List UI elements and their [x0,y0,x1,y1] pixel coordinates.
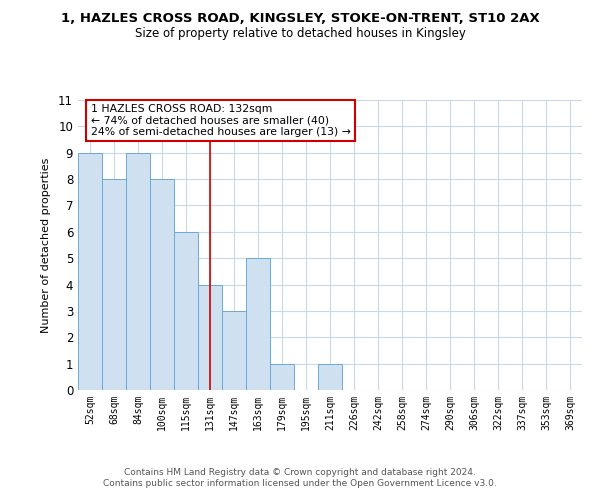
Text: 1, HAZLES CROSS ROAD, KINGSLEY, STOKE-ON-TRENT, ST10 2AX: 1, HAZLES CROSS ROAD, KINGSLEY, STOKE-ON… [61,12,539,26]
Y-axis label: Number of detached properties: Number of detached properties [41,158,51,332]
Bar [174,232,198,390]
Bar [78,152,102,390]
Bar [102,179,126,390]
Bar [150,179,174,390]
Bar [246,258,270,390]
Bar [270,364,294,390]
Bar [222,311,246,390]
Text: Contains HM Land Registry data © Crown copyright and database right 2024.
Contai: Contains HM Land Registry data © Crown c… [103,468,497,487]
Bar [198,284,222,390]
Text: Size of property relative to detached houses in Kingsley: Size of property relative to detached ho… [134,28,466,40]
Text: 1 HAZLES CROSS ROAD: 132sqm
← 74% of detached houses are smaller (40)
24% of sem: 1 HAZLES CROSS ROAD: 132sqm ← 74% of det… [91,104,350,137]
Bar [318,364,342,390]
Bar [126,152,150,390]
